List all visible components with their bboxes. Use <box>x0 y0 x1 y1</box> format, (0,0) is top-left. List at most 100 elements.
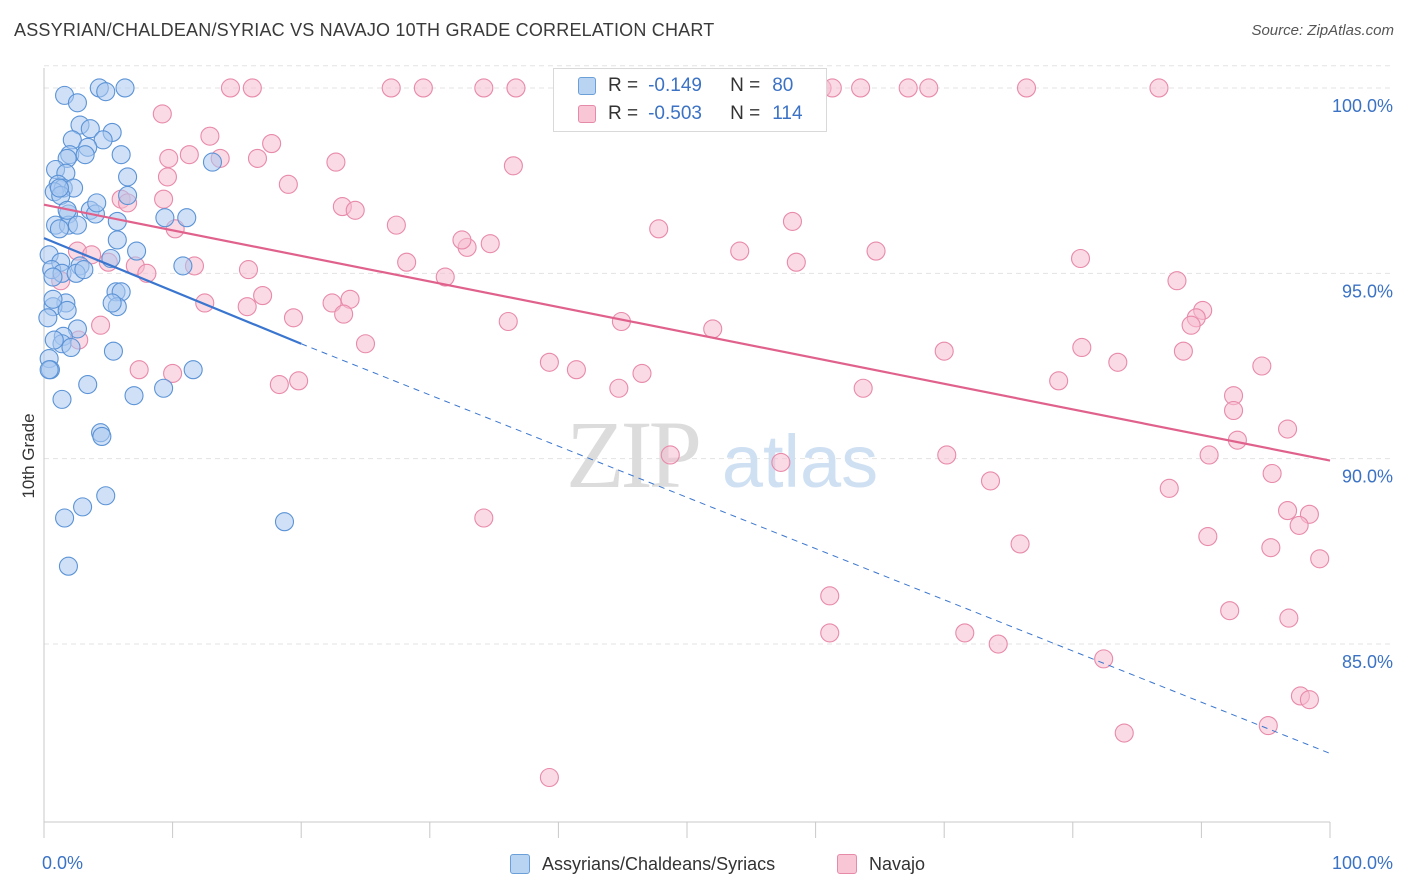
navajo-point <box>152 104 172 124</box>
navajo-point <box>1310 549 1330 569</box>
assyrian-point <box>127 241 147 261</box>
chart-title: ASSYRIAN/CHALDEAN/SYRIAC VS NAVAJO 10TH … <box>14 20 715 40</box>
bottom-legend-assyrian[interactable]: Assyrians/Chaldeans/Syriacs <box>510 852 775 876</box>
navajo-point <box>539 352 559 372</box>
navajo-point <box>474 78 494 98</box>
assyrian-point <box>96 486 116 506</box>
y-axis-label: 10th Grade <box>19 413 38 498</box>
legend-swatch-pink <box>578 105 596 123</box>
assyrian-point <box>107 230 127 250</box>
navajo-point <box>480 234 500 254</box>
assyrian-point <box>73 497 93 517</box>
assyrian-point <box>202 152 223 172</box>
navajo-point <box>242 78 262 98</box>
navajo-point <box>435 267 455 287</box>
navajo-point <box>853 378 873 398</box>
legend-r-value: -0.149 <box>648 75 702 96</box>
assyrian-point <box>67 93 87 113</box>
navajo-point <box>566 360 586 380</box>
bottom-legend-swatch-blue <box>510 854 530 874</box>
navajo-point <box>179 145 199 165</box>
navajo-point <box>355 334 376 354</box>
navajo-point <box>1181 315 1201 335</box>
navajo-trend-line <box>43 203 1331 462</box>
assyrian-point <box>55 508 75 528</box>
navajo-point <box>820 586 840 606</box>
legend-n-value: 114 <box>772 103 803 124</box>
assyrian-point <box>78 374 98 395</box>
y-tick-label: 85.0% <box>1342 652 1393 672</box>
assyrian-point <box>44 330 64 350</box>
assyrian-point <box>75 145 95 165</box>
navajo-point <box>866 241 886 261</box>
bottom-legend-swatch-pink <box>837 854 857 874</box>
navajo-point <box>898 78 918 98</box>
navajo-point <box>238 260 259 280</box>
navajo-point <box>820 623 840 643</box>
navajo-point <box>154 189 174 209</box>
bottom-legend-navajo[interactable]: Navajo <box>837 852 925 876</box>
navajo-point <box>730 241 750 261</box>
assyrian-point <box>118 185 138 206</box>
navajo-point <box>1198 526 1218 547</box>
series-assyrian-points <box>38 78 295 576</box>
navajo-point <box>163 363 183 383</box>
navajo-point <box>322 293 342 313</box>
series-navajo-points <box>51 78 1330 788</box>
y-tick-label: 95.0% <box>1342 281 1393 301</box>
legend-row-navajo: R = -0.503 N = 114 <box>578 103 803 125</box>
assyrian-point <box>87 193 107 213</box>
navajo-point <box>200 126 220 146</box>
assyrian-point <box>177 208 197 228</box>
navajo-point <box>397 252 417 272</box>
navajo-point <box>851 78 871 98</box>
tick-labels: 85.0% 90.0% 95.0% 100.0% 0.0% 100.0% <box>42 96 1393 873</box>
navajo-point <box>1159 478 1179 498</box>
assyrian-point <box>118 167 138 187</box>
watermark-zip: ZIP <box>566 401 699 508</box>
assyrian-point <box>74 260 94 280</box>
axes <box>43 68 1331 838</box>
navajo-point <box>413 78 433 98</box>
navajo-point <box>1010 534 1030 554</box>
navajo-point <box>1049 371 1069 391</box>
assyrian-point <box>274 512 295 532</box>
assyrian-point <box>52 389 72 409</box>
assyrian-point <box>115 78 135 98</box>
navajo-point <box>1261 538 1281 558</box>
navajo-point <box>157 167 178 187</box>
navajo-point <box>506 78 526 98</box>
assyrian-point <box>80 119 100 139</box>
navajo-point <box>386 215 406 235</box>
navajo-point <box>1262 463 1282 484</box>
navajo-point <box>253 286 273 306</box>
assyrian-point <box>58 556 78 576</box>
assyrian-point <box>93 130 113 150</box>
navajo-point <box>289 371 309 391</box>
navajo-point <box>237 297 257 317</box>
navajo-point <box>1224 400 1244 421</box>
navajo-point <box>1279 608 1299 628</box>
navajo-point <box>220 78 241 98</box>
assyrian-trend-line <box>43 237 302 345</box>
navajo-point <box>1252 356 1272 376</box>
assyrian-point <box>124 386 144 406</box>
navajo-point <box>1258 716 1278 736</box>
navajo-point <box>1289 515 1309 535</box>
navajo-point <box>1094 649 1114 669</box>
navajo-point <box>955 623 975 643</box>
x-tick-label-start: 0.0% <box>42 853 83 873</box>
navajo-point <box>649 219 669 239</box>
navajo-point <box>269 374 289 395</box>
watermark-atlas: atlas <box>722 420 878 503</box>
navajo-point <box>919 78 939 98</box>
navajo-point <box>381 78 401 98</box>
navajo-point <box>1108 352 1128 372</box>
navajo-point <box>278 174 298 194</box>
navajo-point <box>129 360 149 380</box>
assyrian-point <box>111 145 131 165</box>
legend-n-value: 80 <box>772 75 794 96</box>
legend-swatch-blue <box>578 77 596 95</box>
assyrian-point <box>183 360 203 380</box>
